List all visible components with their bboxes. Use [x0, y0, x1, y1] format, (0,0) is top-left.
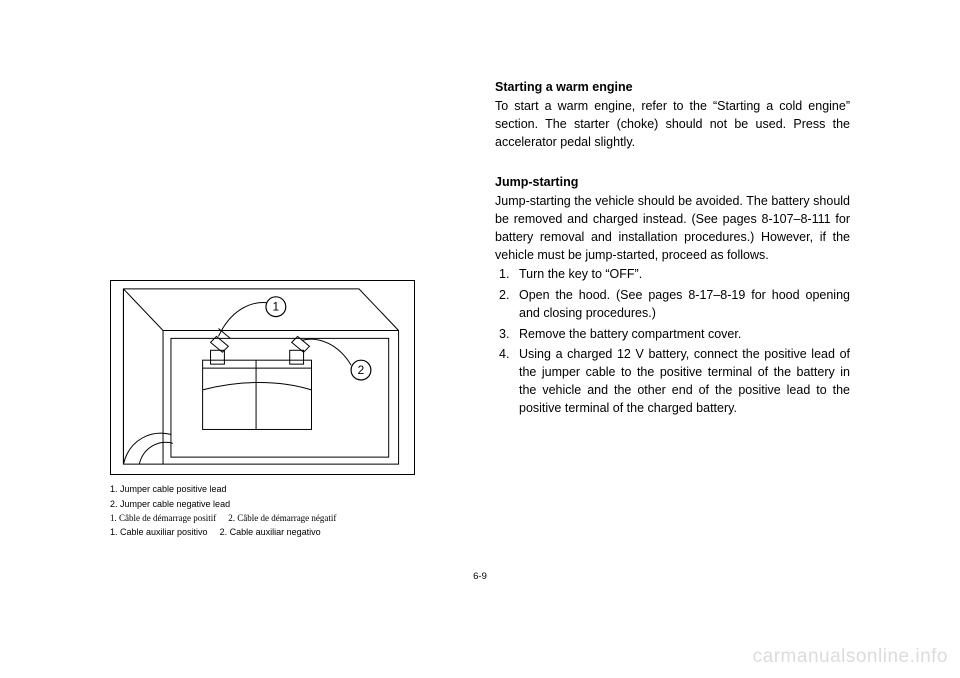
caption-es-2: 2. Cable auxiliar negativo — [220, 526, 321, 538]
caption-es-1: 1. Cable auxiliar positivo — [110, 526, 208, 538]
list-item: Using a charged 12 V battery, connect th… — [495, 346, 850, 417]
jumper-cable-figure: 1 2 — [110, 280, 415, 475]
caption-fr-1: 1. Câble de démarrage positif — [110, 512, 216, 524]
page-number: 6-9 — [473, 571, 487, 582]
caption-fr-2: 2. Câble de démarrage négatif — [228, 512, 336, 524]
caption-fr-row: 1. Câble de démarrage positif 2. Câble d… — [110, 512, 465, 524]
left-column: 1 2 1. Jumper cable positive lead 2. Jum… — [110, 80, 465, 540]
list-item: Remove the battery compartment cover. — [495, 326, 850, 344]
list-item: Open the hood. (See pages 8-17–8-19 for … — [495, 287, 850, 323]
heading-jump-starting: Jump-starting — [495, 175, 850, 189]
caption-en-2: 2. Jumper cable negative lead — [110, 498, 465, 510]
caption-es-row: 1. Cable auxiliar positivo 2. Cable auxi… — [110, 526, 465, 538]
watermark: carmanualsonline.info — [753, 646, 948, 668]
right-column: Starting a warm engine To start a warm e… — [495, 80, 850, 540]
manual-page: 1 2 1. Jumper cable positive lead 2. Jum… — [0, 0, 960, 678]
content-columns: 1 2 1. Jumper cable positive lead 2. Jum… — [110, 80, 850, 540]
jump-start-steps: Turn the key to “OFF”. Open the hood. (S… — [495, 266, 850, 420]
list-item: Turn the key to “OFF”. — [495, 266, 850, 284]
heading-warm-engine: Starting a warm engine — [495, 80, 850, 94]
para-jump-starting: Jump-starting the vehicle should be avoi… — [495, 193, 850, 264]
para-warm-engine: To start a warm engine, refer to the “St… — [495, 98, 850, 151]
caption-en-1: 1. Jumper cable positive lead — [110, 483, 465, 495]
figure-callout-2: 2 — [358, 363, 365, 377]
figure-callout-1: 1 — [273, 300, 280, 314]
figure-captions: 1. Jumper cable positive lead 2. Jumper … — [110, 483, 465, 540]
battery-diagram-svg: 1 2 — [111, 281, 414, 474]
